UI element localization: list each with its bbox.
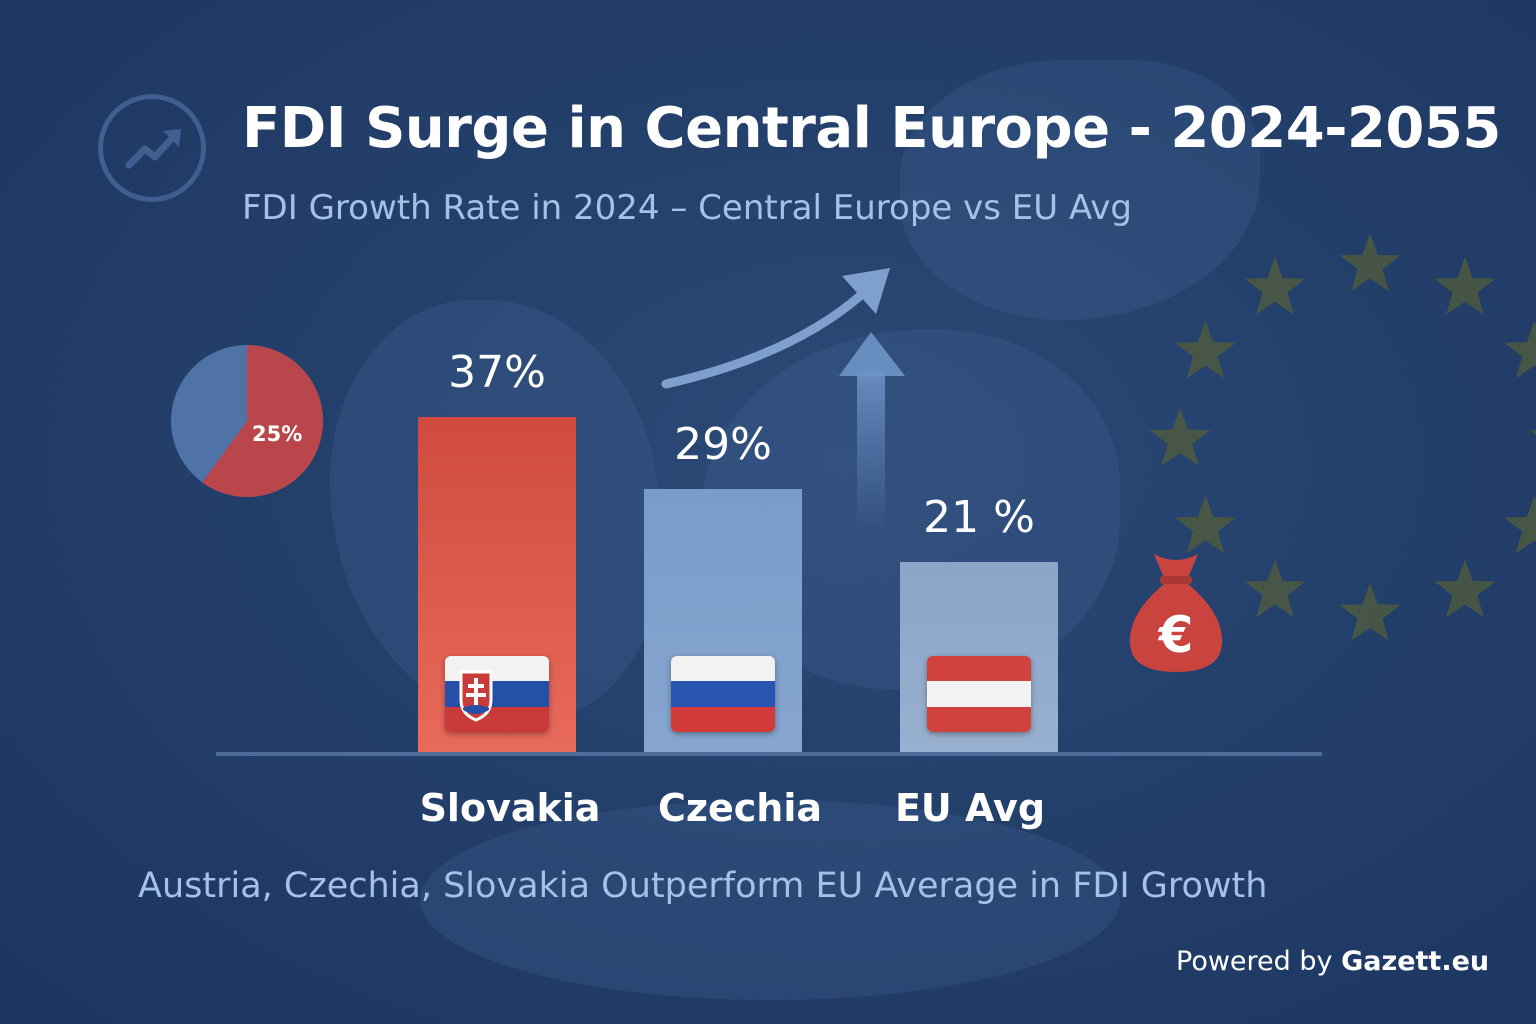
up-arrow-shaft xyxy=(857,372,885,532)
bar-value-label: 37% xyxy=(448,347,546,398)
chart-baseline xyxy=(216,752,1322,756)
chart-title: FDI Surge in Central Europe - 2024-2055 xyxy=(242,96,1501,161)
map-silhouette-south xyxy=(420,800,1120,1000)
eu-star xyxy=(1244,256,1306,315)
eu-star xyxy=(1244,559,1306,618)
svg-text:€: € xyxy=(1158,606,1194,664)
map-silhouette-north xyxy=(900,60,1260,320)
curved-arrow xyxy=(661,291,865,389)
pie-slice xyxy=(202,345,323,497)
bar-value-label: 29% xyxy=(674,419,772,471)
pie-chart xyxy=(171,345,323,497)
powered-prefix: Powered by xyxy=(1176,946,1333,977)
powered-by: Powered by Gazett.eu xyxy=(1176,946,1489,977)
russia-style-flag xyxy=(671,656,775,732)
eu-star xyxy=(1529,429,1536,436)
category-label: Slovakia xyxy=(419,786,601,830)
slovakia-flag xyxy=(445,656,549,732)
austria-flag xyxy=(927,656,1031,732)
slovakia-coat-of-arms xyxy=(459,670,493,722)
powered-brand: Gazett.eu xyxy=(1341,946,1490,977)
eu-star xyxy=(1339,233,1401,292)
up-arrow-head xyxy=(839,332,905,376)
euro-money-bag-icon: € xyxy=(1129,554,1223,672)
pie-label: 25% xyxy=(252,422,303,446)
eu-star xyxy=(1434,559,1496,618)
eu-star xyxy=(1175,495,1236,554)
eu-star xyxy=(1339,582,1401,641)
eu-star xyxy=(1434,256,1496,315)
footnote: Austria, Czechia, Slovakia Outperform EU… xyxy=(138,866,1268,906)
eu-star xyxy=(1175,320,1236,379)
eu-star xyxy=(1504,495,1536,554)
chart-subtitle: FDI Growth Rate in 2024 – Central Europe… xyxy=(242,188,1132,228)
eu-star xyxy=(1504,320,1536,379)
curved-arrow-head xyxy=(842,268,890,314)
eu-star xyxy=(1149,408,1211,466)
category-label: Czechia xyxy=(657,786,823,830)
category-label: EU Avg xyxy=(894,786,1046,830)
bar-value-label: 21 % xyxy=(923,491,1035,543)
trending-up-icon xyxy=(98,94,206,202)
